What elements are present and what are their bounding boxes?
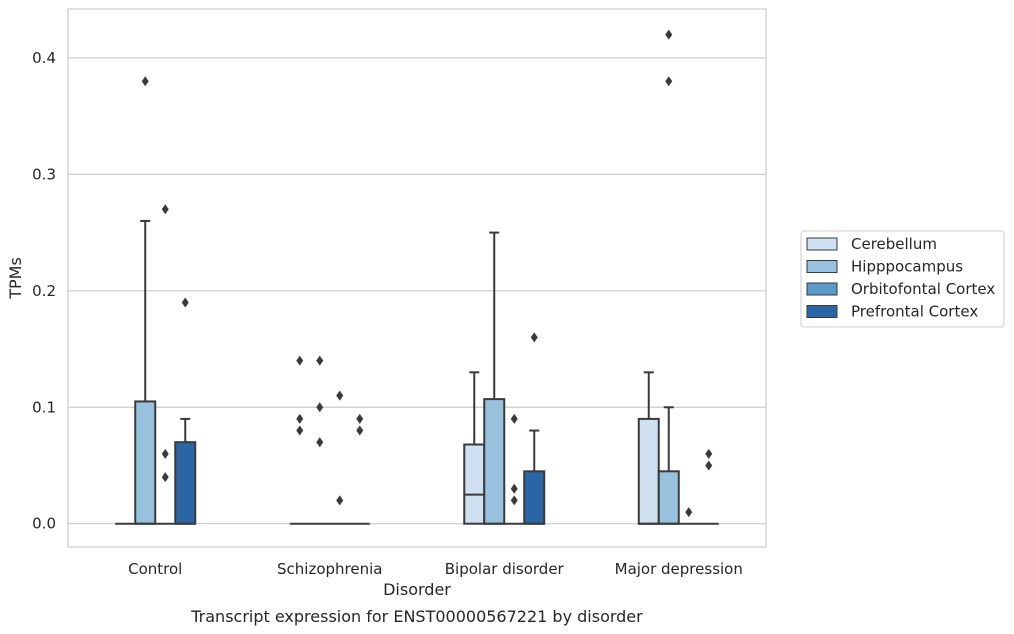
box (523, 470, 546, 525)
outlier-point (296, 425, 304, 436)
box-group (289, 355, 310, 525)
legend-label: Hipppocampus (851, 258, 963, 276)
outlier-point (181, 297, 189, 308)
outlier-point (336, 495, 344, 506)
box-group (698, 448, 719, 525)
outlier-point (665, 76, 673, 87)
outlier-point (336, 390, 344, 401)
box-group (134, 76, 157, 525)
outlier-point (510, 413, 518, 424)
x-axis-ticks: Control Schizophrenia Bipolar disorder Majo… (128, 560, 743, 578)
box-group (329, 390, 350, 525)
box-group (463, 371, 486, 525)
outlier-point (316, 355, 324, 366)
box-plot-area (115, 29, 719, 525)
outlier-point (316, 402, 324, 413)
legend-frame (800, 230, 1005, 328)
legend: Cerebellum Hipppocampus Orbitofontal Corte… (800, 230, 1005, 328)
outlier-point (356, 413, 364, 424)
outlier-point (296, 355, 304, 366)
box (483, 398, 506, 525)
legend-swatch (806, 237, 838, 251)
legend-label: Prefrontal Cortex (851, 303, 978, 321)
legend-label: Orbitofontal Cortex (851, 280, 995, 298)
outlier-point (530, 332, 538, 343)
outlier-point (705, 460, 713, 471)
box (134, 400, 157, 525)
x-tick-label: Control (128, 560, 182, 578)
box-group (657, 29, 680, 525)
legend-label: Cerebellum (851, 235, 937, 253)
outlier-point (705, 448, 713, 459)
outlier-point (665, 29, 673, 40)
gridlines (68, 57, 766, 525)
outlier-point (316, 437, 324, 448)
box-group (678, 507, 699, 525)
x-tick-label: Major depression (615, 560, 743, 578)
outlier-point (161, 204, 169, 215)
y-tick-label: 0.0 (32, 515, 56, 533)
box-group (155, 204, 176, 525)
box (463, 443, 486, 525)
box-group (637, 371, 660, 525)
box-group (483, 231, 506, 525)
box-group (349, 413, 370, 525)
outlier-point (356, 425, 364, 436)
plot-frame (67, 8, 767, 548)
box (174, 441, 197, 525)
box-group (523, 332, 546, 525)
outlier-point (296, 413, 304, 424)
legend-swatch (806, 260, 838, 273)
y-axis-ticks: 0.0 0.1 0.2 0.3 0.4 (32, 49, 56, 533)
box-group (174, 297, 197, 525)
box (637, 417, 660, 525)
y-tick-label: 0.3 (32, 165, 56, 183)
box (657, 470, 680, 525)
x-tick-label: Bipolar disorder (445, 560, 565, 578)
outlier-point (141, 76, 149, 87)
box-group (504, 413, 525, 525)
outlier-point (510, 483, 518, 494)
y-axis-label: TPMs (6, 257, 25, 300)
outlier-point (685, 507, 693, 518)
box-group (309, 355, 330, 525)
outlier-point (161, 448, 169, 459)
x-axis-label: Disorder (383, 580, 451, 599)
x-tick-label: Schizophrenia (277, 560, 382, 578)
outlier-point (161, 472, 169, 483)
y-tick-label: 0.4 (32, 49, 56, 67)
chart-caption: Transcript expression for ENST0000056722… (190, 607, 643, 626)
legend-swatch (806, 305, 838, 318)
outlier-point (510, 495, 518, 506)
y-tick-label: 0.2 (32, 282, 56, 300)
legend-swatch (806, 282, 838, 296)
y-tick-label: 0.1 (32, 398, 56, 416)
